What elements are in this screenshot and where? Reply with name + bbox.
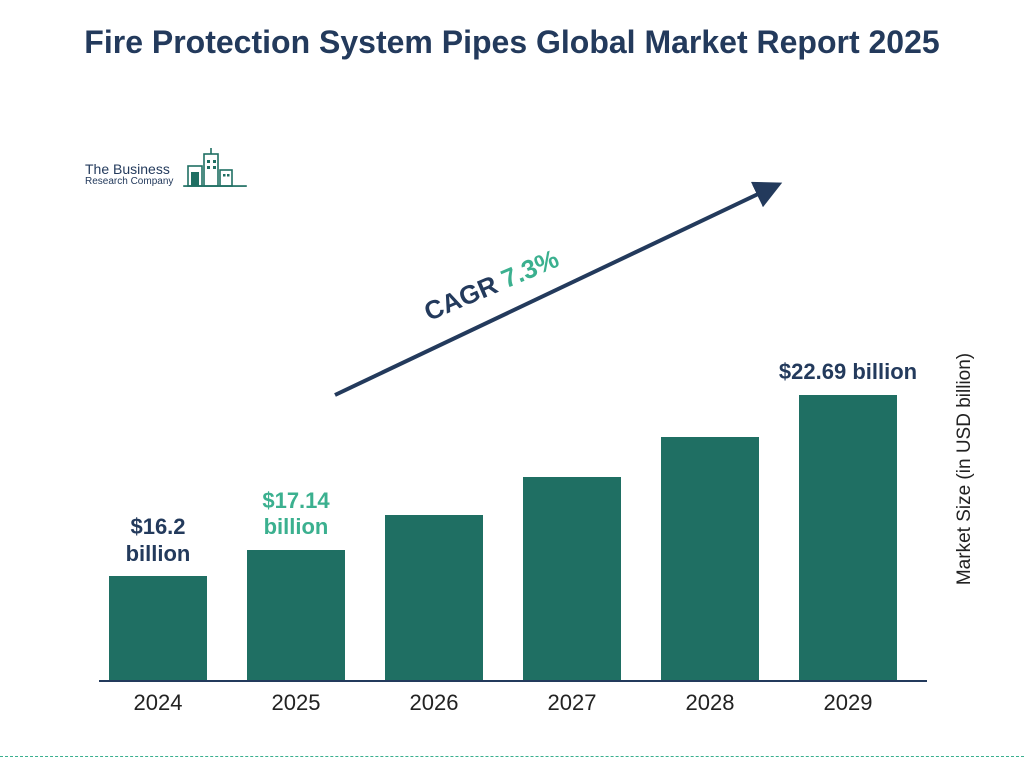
bar (247, 550, 345, 680)
x-tick-label: 2024 (134, 690, 183, 716)
bar-value-label: $17.14 billion (246, 488, 346, 541)
chart-title: Fire Protection System Pipes Global Mark… (0, 22, 1024, 62)
x-tick-label: 2027 (548, 690, 597, 716)
bar-value-label: $16.2 billion (108, 514, 208, 567)
bar (385, 515, 483, 680)
x-tick-label: 2025 (272, 690, 321, 716)
plot-area (90, 150, 920, 680)
x-tick-label: 2029 (824, 690, 873, 716)
footer-dashed-rule (0, 756, 1024, 757)
bar (661, 437, 759, 680)
y-axis-label: Market Size (in USD billion) (954, 349, 976, 589)
x-axis (99, 680, 927, 682)
bar (523, 477, 621, 680)
bar (109, 576, 207, 680)
x-tick-label: 2028 (686, 690, 735, 716)
x-tick-label: 2026 (410, 690, 459, 716)
chart-canvas: Fire Protection System Pipes Global Mark… (0, 0, 1024, 768)
bar (799, 395, 897, 680)
bar-value-label: $22.69 billion (779, 359, 917, 385)
